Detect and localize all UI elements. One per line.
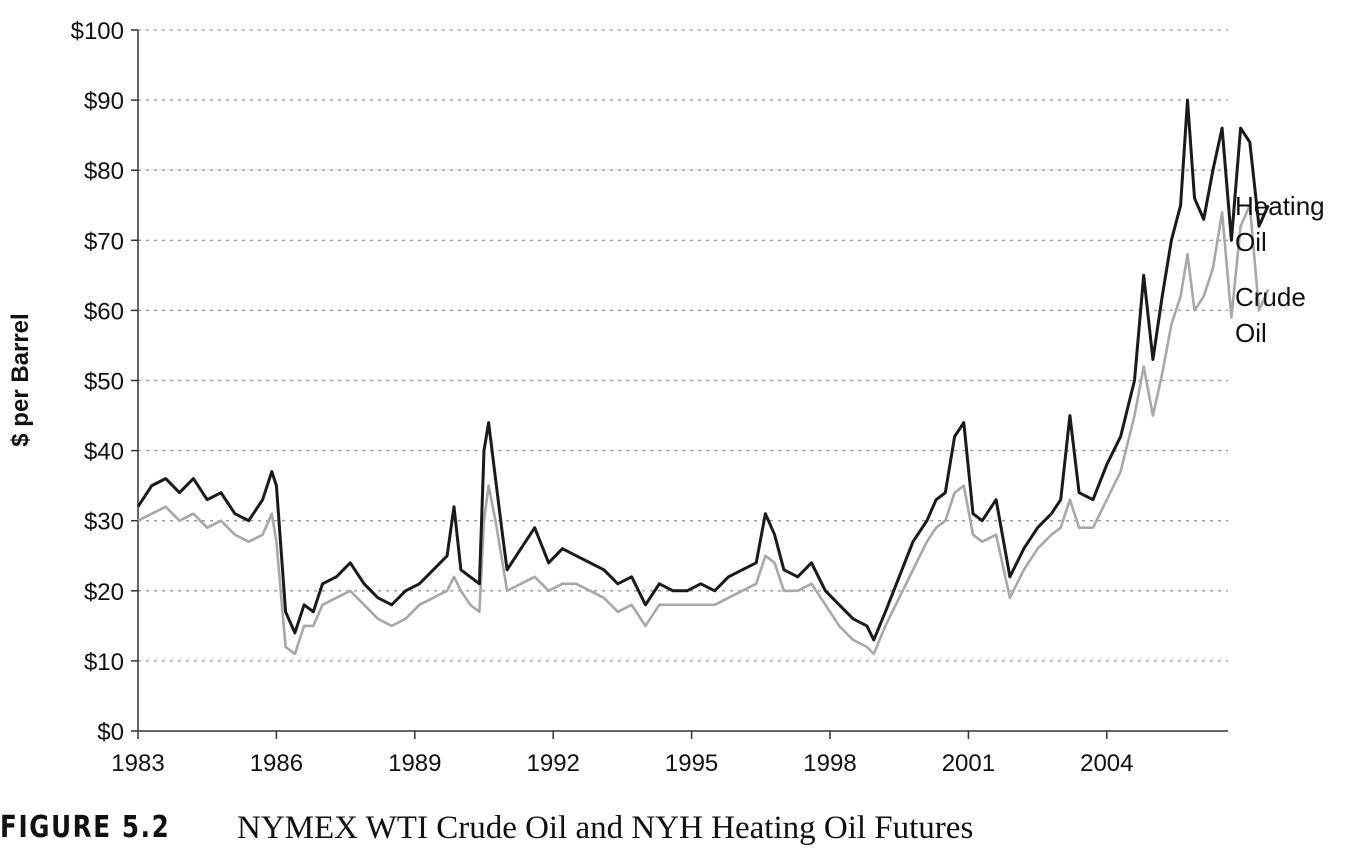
- x-tick-label: 2001: [942, 750, 995, 777]
- axes: [131, 29, 1228, 739]
- series-label-heating-oil-line-1: Heating: [1235, 191, 1325, 221]
- x-tick-label: 1983: [111, 750, 164, 777]
- gridlines: [138, 29, 1228, 662]
- series-label-crude-oil: Crude Oil: [1235, 282, 1306, 348]
- tick-labels: $0 $10 $20 $30 $40 $50 $60 $70 $80 $90 $100 1983 198…: [71, 18, 1134, 777]
- series-lines: [136, 98, 1270, 656]
- series-line-crude-oil: [137, 204, 1270, 656]
- series-label-crude-oil-line-1: Crude: [1235, 282, 1306, 312]
- y-axis-title: $ per Barrel: [7, 313, 34, 446]
- y-tick-label: $40: [84, 439, 124, 466]
- y-tick-label: $30: [84, 509, 124, 536]
- y-tick-label: $70: [84, 228, 124, 255]
- series-label-heating-oil: Heating Oil: [1235, 191, 1325, 257]
- x-tick-label: 1989: [388, 750, 441, 777]
- series-label-crude-oil-line-2: Oil: [1235, 318, 1267, 348]
- y-tick-label: $60: [84, 298, 124, 325]
- y-tick-label: $50: [84, 369, 124, 396]
- figure-number: FIGURE 5.2: [0, 810, 171, 845]
- y-tick-label: $0: [97, 719, 124, 746]
- x-tick-label: 1992: [527, 750, 580, 777]
- y-tick-label: $80: [84, 158, 124, 185]
- figure-caption: FIGURE 5.2 NYMEX WTI Crude Oil and NYH H…: [0, 810, 1346, 858]
- x-tick-label: 2004: [1080, 750, 1133, 777]
- figure-title: NYMEX WTI Crude Oil and NYH Heating Oil …: [237, 810, 974, 846]
- x-tick-label: 1995: [665, 750, 718, 777]
- x-tick-label: 1998: [803, 750, 856, 777]
- x-tick-label: 1986: [250, 750, 303, 777]
- series-label-heating-oil-line-2: Oil: [1235, 227, 1267, 257]
- y-tick-label: $20: [84, 579, 124, 606]
- series-line-heating-oil: [136, 98, 1270, 642]
- y-tick-label: $10: [84, 649, 124, 676]
- y-tick-label: $100: [71, 18, 124, 45]
- y-tick-label: $90: [84, 88, 124, 115]
